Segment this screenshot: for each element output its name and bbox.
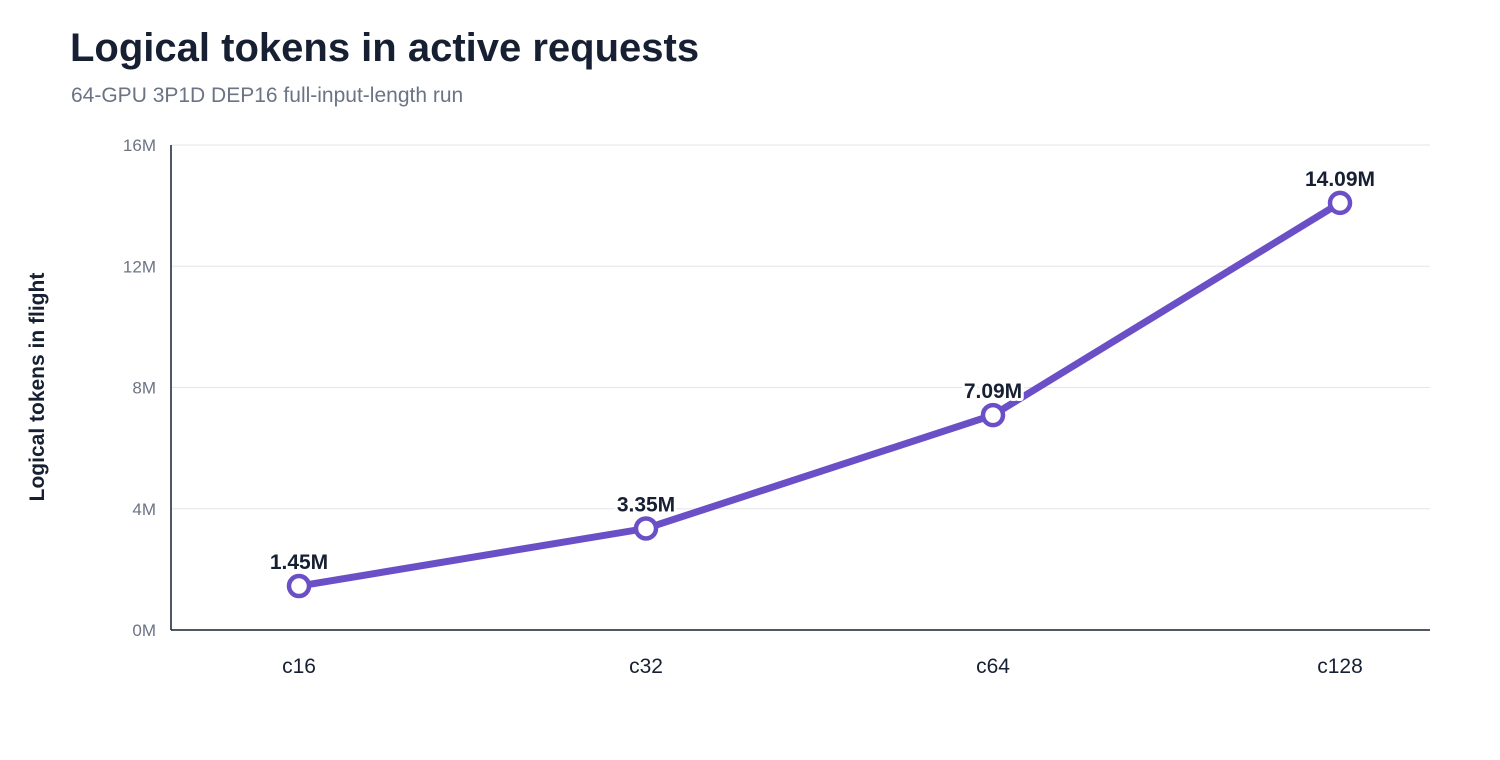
x-tick-label: c16 bbox=[282, 655, 316, 678]
data-point bbox=[286, 573, 312, 599]
y-tick-label: 16M bbox=[123, 136, 156, 155]
y-axis-label: Logical tokens in flight bbox=[26, 273, 49, 502]
data-point bbox=[633, 516, 659, 541]
data-point bbox=[980, 402, 1006, 428]
y-tick-label: 12M bbox=[123, 257, 156, 276]
data-labels: 1.45M 3.35M 7.09M 14.09M bbox=[267, 165, 1378, 577]
y-tick-label: 4M bbox=[132, 500, 156, 519]
data-label: 7.09M bbox=[964, 380, 1022, 403]
x-tick-labels: c16 c32 c64 c128 bbox=[282, 655, 1363, 678]
axes bbox=[170, 145, 1430, 631]
data-label: 14.09M bbox=[1305, 168, 1375, 191]
series-line-path bbox=[295, 199, 1344, 590]
x-tick-label: c64 bbox=[976, 655, 1010, 678]
y-tick-label: 8M bbox=[132, 379, 156, 398]
chart-title: Logical tokens in active requests bbox=[70, 26, 700, 70]
y-tick-label: 0M bbox=[132, 621, 156, 640]
data-label: 3.35M bbox=[617, 493, 675, 516]
y-tick-labels: 0M 4M 8M 12M 16M bbox=[123, 136, 156, 640]
data-points bbox=[286, 190, 1353, 599]
x-tick-label: c32 bbox=[629, 655, 663, 678]
data-point bbox=[1327, 190, 1353, 216]
x-tick-label: c128 bbox=[1317, 655, 1363, 678]
series-line bbox=[295, 199, 1344, 590]
grid-lines bbox=[171, 144, 1430, 510]
chart-subtitle: 64-GPU 3P1D DEP16 full-input-length run bbox=[71, 84, 464, 107]
data-label: 1.45M bbox=[270, 551, 328, 574]
